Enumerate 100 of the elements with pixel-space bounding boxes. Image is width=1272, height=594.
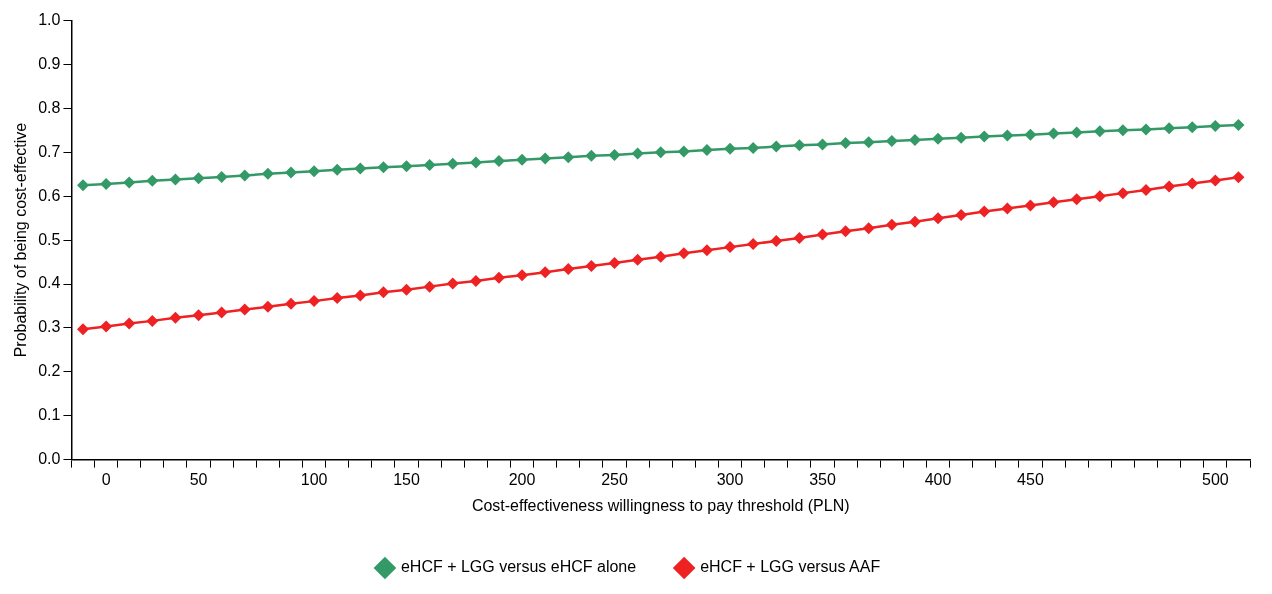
point xyxy=(100,320,113,333)
point xyxy=(770,140,783,153)
point xyxy=(492,155,505,168)
y-tick-label: 0.8 xyxy=(38,98,61,116)
point xyxy=(1047,127,1060,140)
y-tick-label: 0.1 xyxy=(38,406,61,424)
point xyxy=(469,274,482,287)
point xyxy=(908,215,921,228)
point xyxy=(608,148,621,161)
point xyxy=(793,231,806,244)
point xyxy=(1024,199,1037,212)
point xyxy=(469,156,482,169)
x-tick-label: 500 xyxy=(1201,470,1229,488)
point xyxy=(862,222,875,235)
point xyxy=(169,311,182,324)
point xyxy=(816,138,829,151)
point xyxy=(955,209,968,222)
point xyxy=(724,142,737,155)
point xyxy=(562,263,575,276)
point xyxy=(400,160,413,173)
point xyxy=(377,161,390,174)
x-tick-label: 50 xyxy=(189,470,208,488)
x-tick-label: 0 xyxy=(101,470,111,488)
y-tick-label: 0.7 xyxy=(38,142,61,160)
point xyxy=(77,323,89,336)
point xyxy=(1163,122,1176,135)
point xyxy=(423,280,436,293)
point xyxy=(700,244,713,257)
point xyxy=(192,172,205,185)
point xyxy=(100,177,113,190)
point xyxy=(862,136,875,149)
point xyxy=(123,176,136,189)
point xyxy=(1047,196,1060,209)
point xyxy=(284,166,297,179)
point xyxy=(1093,190,1106,203)
point xyxy=(192,309,205,322)
point xyxy=(1093,125,1106,138)
point xyxy=(331,292,344,305)
point xyxy=(677,145,690,158)
point xyxy=(400,283,413,296)
point xyxy=(631,147,644,160)
point xyxy=(724,241,737,254)
point xyxy=(585,260,598,272)
y-tick-label: 0.3 xyxy=(38,318,61,336)
y-tick-label: 0.4 xyxy=(38,274,61,292)
point xyxy=(308,295,321,308)
point xyxy=(770,234,783,247)
point xyxy=(1116,187,1129,200)
y-axis-title: Probability of being cost-effective xyxy=(12,122,30,358)
x-tick-label: 250 xyxy=(601,470,628,488)
point xyxy=(585,149,598,162)
point xyxy=(932,132,945,145)
point xyxy=(215,306,228,319)
point xyxy=(677,247,690,260)
y-tick-label: 0.6 xyxy=(38,186,61,204)
point xyxy=(446,277,459,290)
point xyxy=(169,173,182,186)
x-tick-label: 400 xyxy=(924,470,952,488)
point xyxy=(1186,121,1199,134)
point xyxy=(516,153,529,166)
point xyxy=(654,146,667,159)
point xyxy=(146,174,159,187)
x-tick-label: 350 xyxy=(809,470,836,488)
point xyxy=(423,159,436,172)
point xyxy=(700,144,713,157)
x-tick-label: 150 xyxy=(393,470,420,488)
point xyxy=(1186,177,1199,190)
point xyxy=(354,162,367,175)
point xyxy=(1116,124,1129,137)
point xyxy=(446,157,459,170)
y-tick-label: 0.2 xyxy=(38,362,61,380)
point xyxy=(793,139,806,152)
point xyxy=(608,256,621,269)
point xyxy=(932,212,945,225)
x-axis-title: Cost-effectiveness willingness to pay threshold (PLN) xyxy=(471,496,850,514)
x-tick-label: 300 xyxy=(716,470,744,488)
y-tick-label: 0.5 xyxy=(38,230,61,248)
point xyxy=(747,238,760,251)
point xyxy=(516,269,529,282)
point xyxy=(1232,171,1245,184)
y-tick-label: 0.0 xyxy=(38,450,61,468)
point xyxy=(978,130,991,143)
y-tick-label: 0.9 xyxy=(38,54,61,72)
point xyxy=(123,317,136,330)
point xyxy=(1070,193,1083,206)
x-tick-label: 200 xyxy=(508,470,536,488)
point xyxy=(238,169,251,182)
point xyxy=(261,300,274,313)
x-tick-label: 100 xyxy=(300,470,328,488)
point xyxy=(492,271,505,284)
point xyxy=(562,151,575,164)
legend-label: eHCF + LGG versus AAF xyxy=(700,558,881,576)
point xyxy=(377,286,390,299)
point xyxy=(77,179,89,192)
point xyxy=(539,152,552,165)
point xyxy=(284,297,297,310)
point xyxy=(308,165,321,178)
point xyxy=(1163,180,1176,193)
point xyxy=(816,228,829,241)
point xyxy=(1024,128,1037,141)
